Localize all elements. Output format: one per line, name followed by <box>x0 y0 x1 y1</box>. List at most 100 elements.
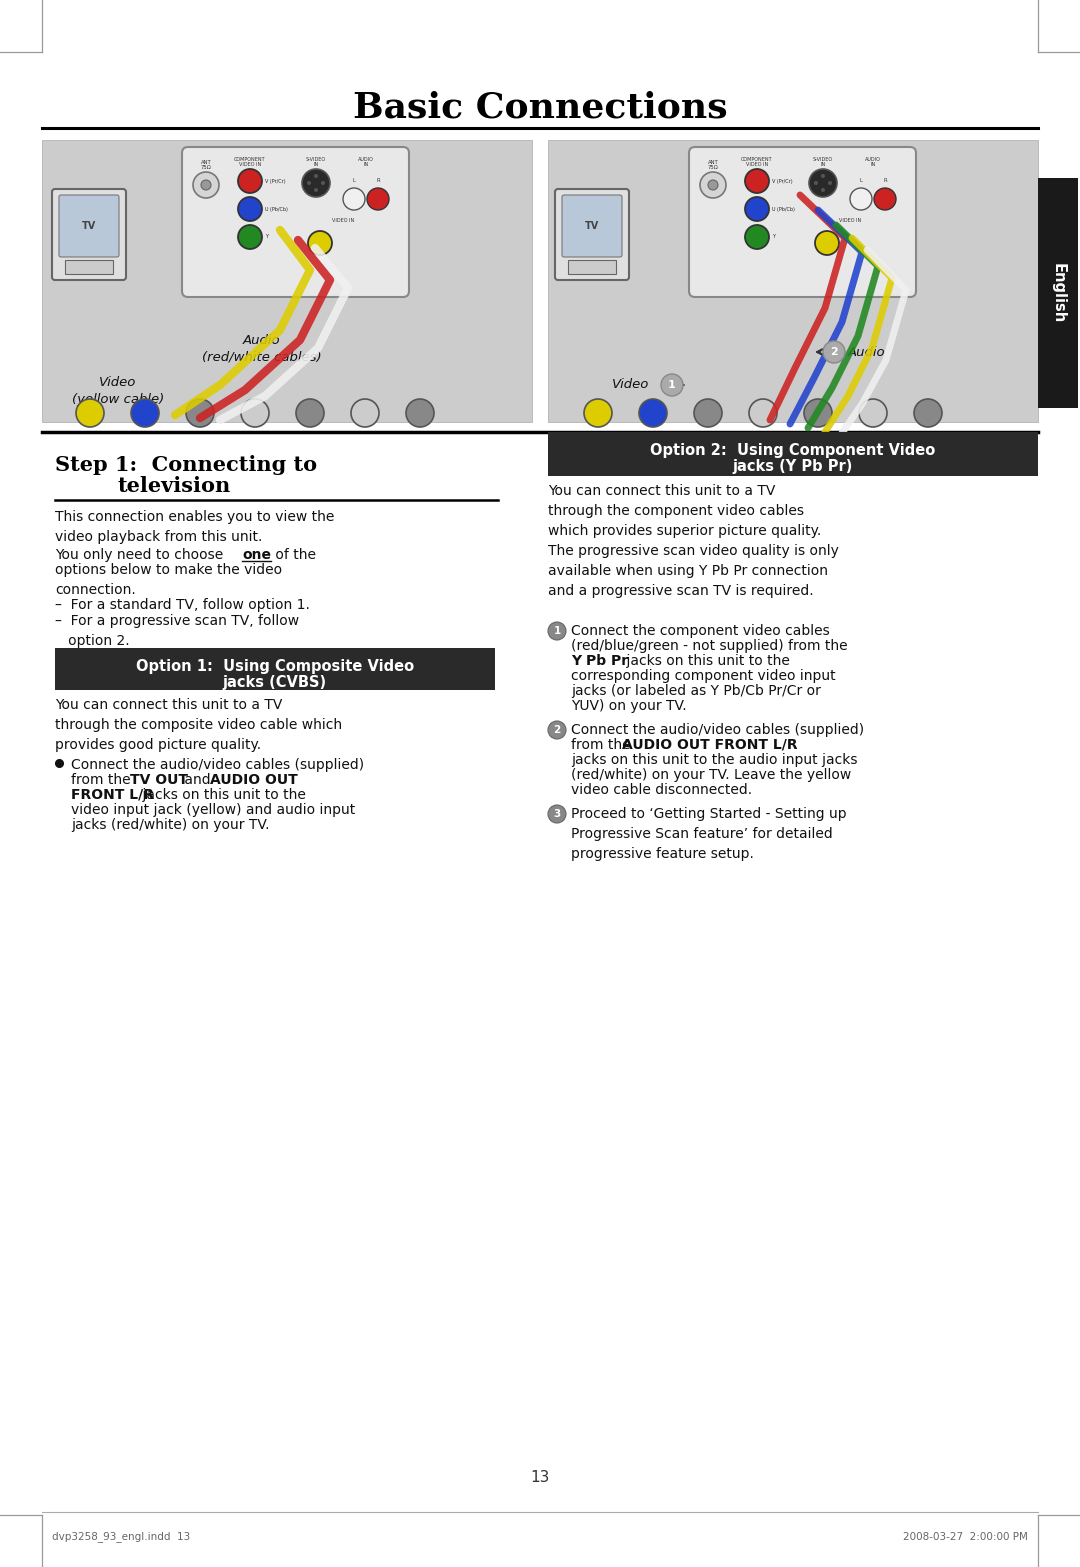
Text: (yellow cable): (yellow cable) <box>72 392 164 406</box>
Circle shape <box>694 400 723 426</box>
Circle shape <box>639 400 667 426</box>
Circle shape <box>708 180 718 190</box>
FancyBboxPatch shape <box>59 194 119 257</box>
Circle shape <box>406 400 434 426</box>
Circle shape <box>548 622 566 639</box>
Circle shape <box>750 400 777 426</box>
Circle shape <box>314 188 318 193</box>
Text: S-VIDEO
IN: S-VIDEO IN <box>813 157 833 168</box>
Circle shape <box>201 180 211 190</box>
Circle shape <box>351 400 379 426</box>
Text: video cable disconnected.: video cable disconnected. <box>571 784 752 798</box>
Circle shape <box>238 197 262 221</box>
Circle shape <box>321 182 325 185</box>
Text: YUV) on your TV.: YUV) on your TV. <box>571 699 687 713</box>
FancyBboxPatch shape <box>42 139 532 422</box>
Text: You can connect this unit to a TV
through the composite video cable which
provid: You can connect this unit to a TV throug… <box>55 697 342 752</box>
Circle shape <box>661 375 683 396</box>
Circle shape <box>804 400 832 426</box>
Text: from the: from the <box>571 738 635 752</box>
Circle shape <box>745 169 769 193</box>
FancyBboxPatch shape <box>1038 179 1078 407</box>
Text: jacks (CVBS): jacks (CVBS) <box>222 675 327 689</box>
Text: R: R <box>883 179 887 183</box>
Text: Video: Video <box>99 376 137 390</box>
Text: Audio: Audio <box>243 334 281 346</box>
Circle shape <box>76 400 104 426</box>
Text: jacks on this unit to the: jacks on this unit to the <box>138 788 306 802</box>
Text: S-VIDEO
IN: S-VIDEO IN <box>306 157 326 168</box>
Circle shape <box>815 230 839 255</box>
Circle shape <box>186 400 214 426</box>
Text: 2008-03-27  2:00:00 PM: 2008-03-27 2:00:00 PM <box>903 1533 1028 1542</box>
Text: ANT
75Ω: ANT 75Ω <box>707 160 718 171</box>
Text: Connect the component video cables: Connect the component video cables <box>571 624 829 638</box>
Text: 2: 2 <box>831 346 838 357</box>
Text: Y Pb Pr: Y Pb Pr <box>571 653 629 668</box>
Text: 1: 1 <box>669 381 676 390</box>
FancyBboxPatch shape <box>65 260 113 274</box>
Circle shape <box>548 721 566 740</box>
Text: AUDIO OUT FRONT L/R: AUDIO OUT FRONT L/R <box>622 738 798 752</box>
Circle shape <box>367 188 389 210</box>
Text: jacks on this unit to the: jacks on this unit to the <box>622 653 789 668</box>
Text: options below to make the video
connection.: options below to make the video connecti… <box>55 563 282 597</box>
Text: (red/white) on your TV. Leave the yellow: (red/white) on your TV. Leave the yellow <box>571 768 851 782</box>
Text: Audio: Audio <box>848 345 886 359</box>
Text: jacks (red/white) on your TV.: jacks (red/white) on your TV. <box>71 818 270 832</box>
Circle shape <box>548 805 566 823</box>
Text: COMPONENT
VIDEO IN: COMPONENT VIDEO IN <box>234 157 266 168</box>
Circle shape <box>821 174 825 179</box>
Text: Proceed to ‘Getting Started - Setting up
Progressive Scan feature’ for detailed
: Proceed to ‘Getting Started - Setting up… <box>571 807 847 862</box>
Circle shape <box>584 400 612 426</box>
Circle shape <box>745 226 769 249</box>
Text: L: L <box>352 179 355 183</box>
Text: dvp3258_93_engl.indd  13: dvp3258_93_engl.indd 13 <box>52 1531 190 1542</box>
Text: COMPONENT
VIDEO IN: COMPONENT VIDEO IN <box>741 157 773 168</box>
Circle shape <box>700 172 726 197</box>
Text: from the: from the <box>71 773 135 787</box>
Text: You can connect this unit to a TV
through the component video cables
which provi: You can connect this unit to a TV throug… <box>548 484 839 599</box>
FancyBboxPatch shape <box>548 432 1038 476</box>
Text: This connection enables you to view the
video playback from this unit.: This connection enables you to view the … <box>55 509 335 544</box>
Circle shape <box>821 188 825 193</box>
Text: V (Pr/Cr): V (Pr/Cr) <box>772 179 793 183</box>
Circle shape <box>823 342 845 364</box>
Circle shape <box>814 182 818 185</box>
FancyBboxPatch shape <box>562 194 622 257</box>
Circle shape <box>238 169 262 193</box>
Text: English: English <box>1051 263 1066 323</box>
Circle shape <box>809 169 837 197</box>
Text: U (Pb/Cb): U (Pb/Cb) <box>265 207 288 212</box>
Text: –  For a progressive scan TV, follow
   option 2.: – For a progressive scan TV, follow opti… <box>55 614 299 649</box>
Circle shape <box>307 182 311 185</box>
Text: Step 1:  Connecting to: Step 1: Connecting to <box>55 454 318 475</box>
Circle shape <box>296 400 324 426</box>
Text: AUDIO
IN: AUDIO IN <box>359 157 374 168</box>
Text: Basic Connections: Basic Connections <box>353 91 727 125</box>
FancyBboxPatch shape <box>555 190 629 280</box>
Text: Option 1:  Using Composite Video: Option 1: Using Composite Video <box>136 660 414 674</box>
Text: 1: 1 <box>553 625 561 636</box>
Circle shape <box>193 172 219 197</box>
FancyBboxPatch shape <box>55 649 495 689</box>
Text: You only need to choose: You only need to choose <box>55 548 228 563</box>
Text: jacks on this unit to the audio input jacks: jacks on this unit to the audio input ja… <box>571 754 858 766</box>
Circle shape <box>308 230 332 255</box>
Text: R: R <box>376 179 380 183</box>
Circle shape <box>745 197 769 221</box>
Circle shape <box>131 400 159 426</box>
Text: of the: of the <box>271 548 316 563</box>
Text: 2: 2 <box>553 726 561 735</box>
Circle shape <box>343 188 365 210</box>
Text: AUDIO
IN: AUDIO IN <box>865 157 881 168</box>
Circle shape <box>238 226 262 249</box>
Text: –  For a standard TV, follow option 1.: – For a standard TV, follow option 1. <box>55 599 310 613</box>
FancyBboxPatch shape <box>52 190 126 280</box>
Circle shape <box>314 174 318 179</box>
Text: 3: 3 <box>553 809 561 820</box>
Text: VIDEO IN: VIDEO IN <box>839 218 861 224</box>
Circle shape <box>914 400 942 426</box>
Text: L: L <box>860 179 863 183</box>
Text: jacks (or labeled as Y Pb/Cb Pr/Cr or: jacks (or labeled as Y Pb/Cb Pr/Cr or <box>571 685 821 697</box>
